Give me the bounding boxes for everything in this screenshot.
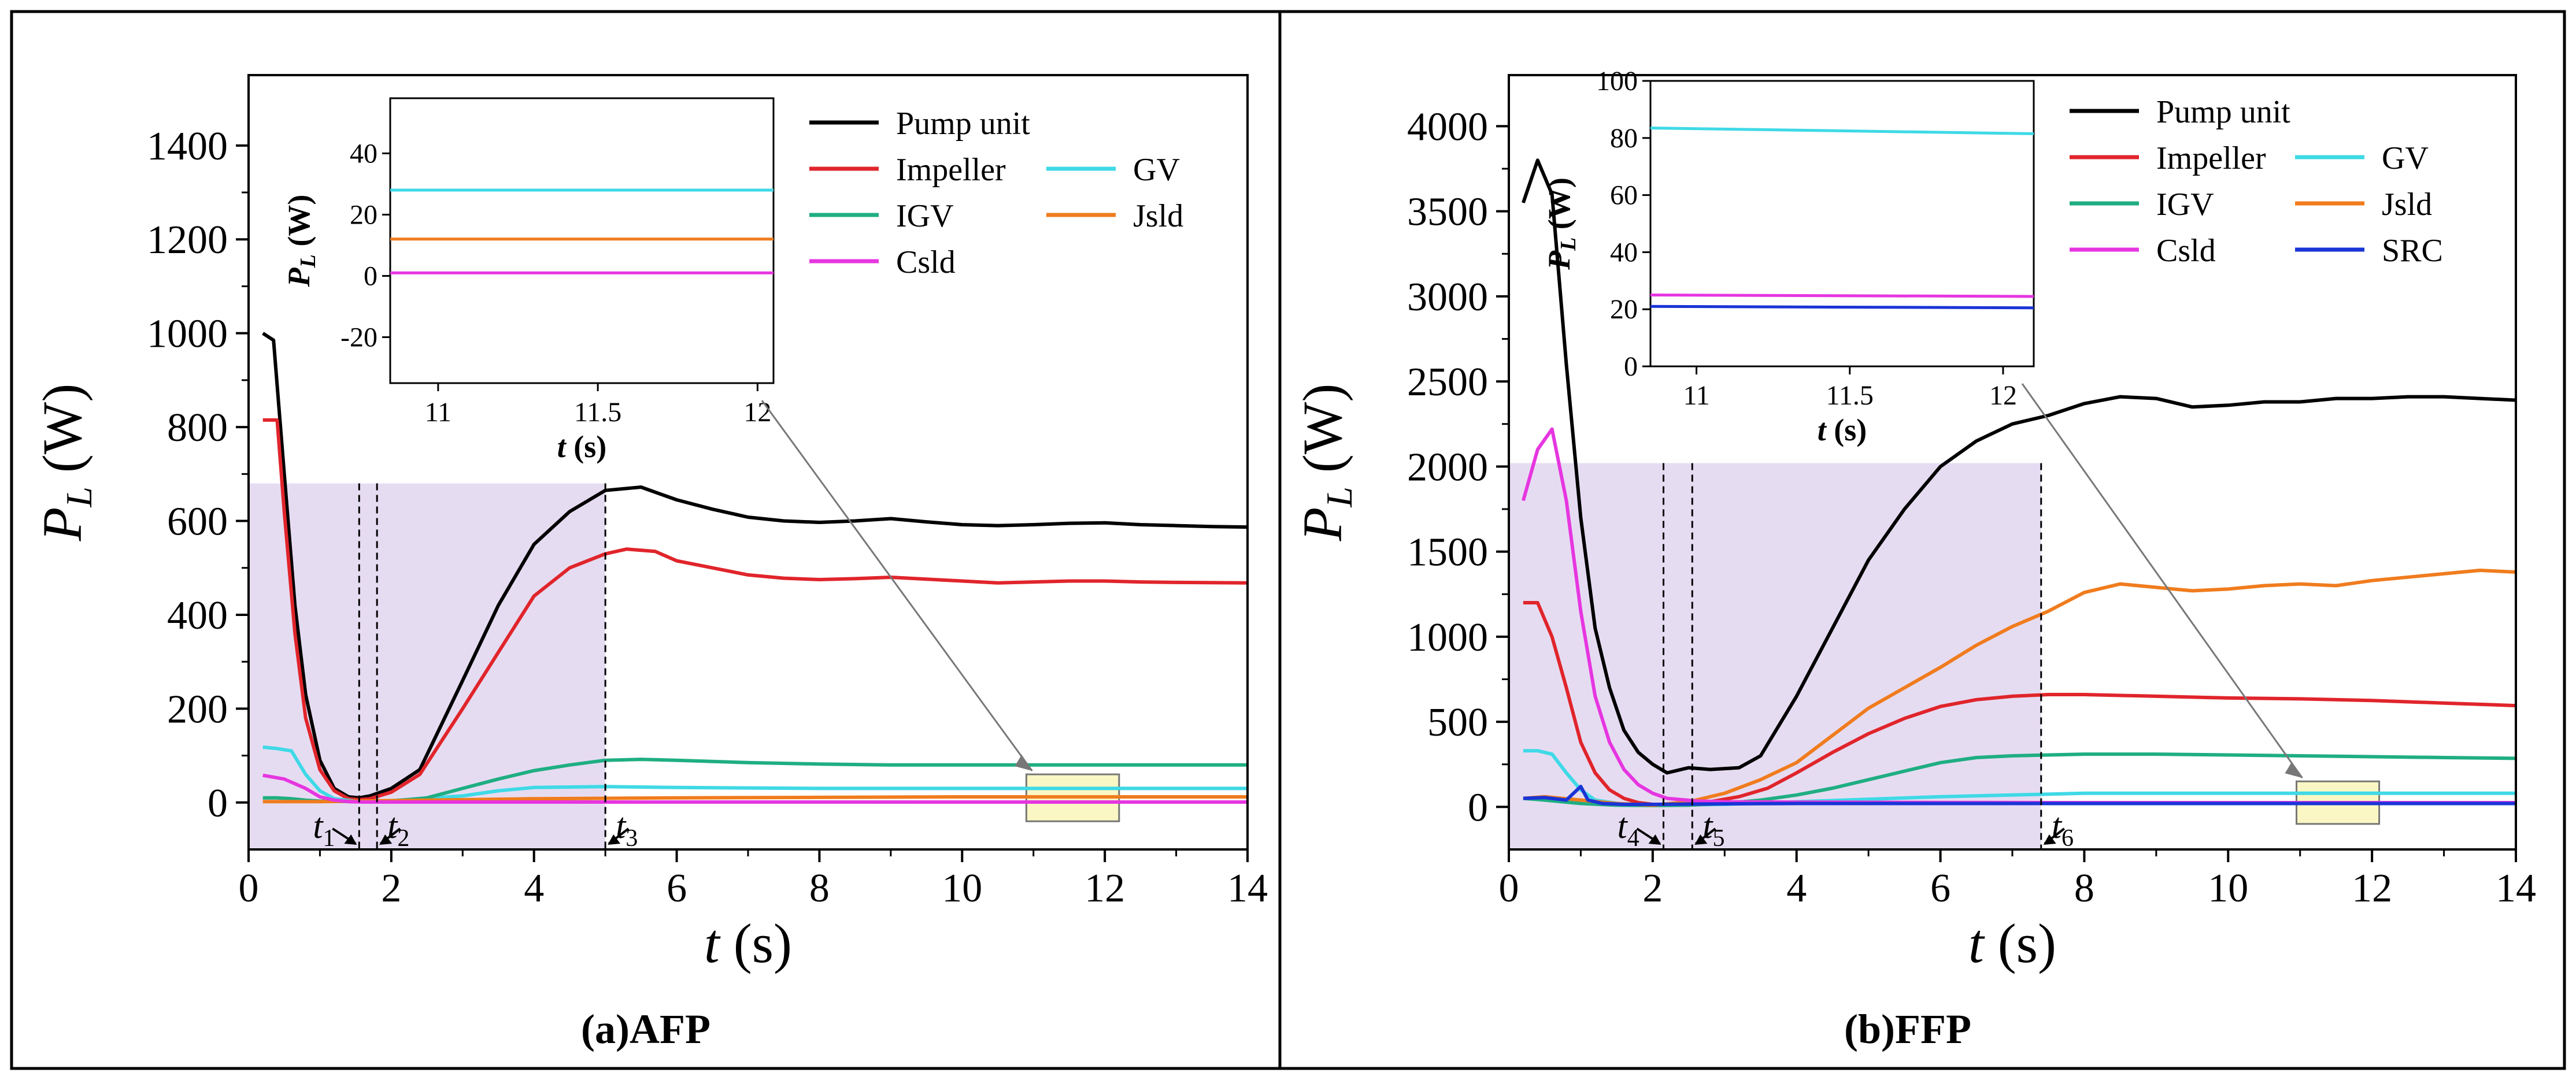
x-axis-title: t (s) xyxy=(1968,912,2056,974)
x-tick-label: 12 xyxy=(2352,866,2392,911)
inset-series-line-gv xyxy=(1650,127,2034,135)
x-tick-label: 2 xyxy=(381,866,401,911)
marker-arrowhead-t4 xyxy=(1648,834,1661,845)
inset-y-tick-label: 80 xyxy=(1610,123,1638,154)
series-line-impeller xyxy=(1523,601,2516,807)
x-tick-label: 4 xyxy=(1786,866,1807,911)
inset-y-tick-label: 20 xyxy=(350,199,377,230)
y-tick-label: 200 xyxy=(167,687,228,732)
legend-label-src: SRC xyxy=(2382,233,2443,269)
zoom-connector-arrowhead xyxy=(2285,762,2303,778)
legend-label-igv: IGV xyxy=(896,198,954,234)
panel-b: t4 t5 t6 0 2 4 6 8 10 12 140500100015002000250030… xyxy=(1291,66,2536,1052)
legend-label-gv: GV xyxy=(1133,152,1180,188)
zoom-connector xyxy=(2021,383,2303,779)
inset-y-tick-label: 20 xyxy=(1610,294,1638,325)
inset-y-axis-title: PL (W) xyxy=(282,195,320,288)
x-tick-label: 4 xyxy=(524,866,544,911)
y-tick-label: 1000 xyxy=(147,312,228,357)
inset-x-axis-title: t (s) xyxy=(557,429,607,464)
y-tick-label: 1200 xyxy=(147,218,228,262)
y-tick-label: 1400 xyxy=(147,124,228,169)
x-tick-label: 10 xyxy=(2208,866,2248,911)
y-axis-title: PL (W) xyxy=(1291,384,1360,542)
x-axis-title: t (s) xyxy=(704,912,792,974)
y-tick-label: 2500 xyxy=(1407,360,1488,404)
y-tick-label: 500 xyxy=(1427,700,1488,745)
x-tick-label: 8 xyxy=(2074,866,2094,911)
inset-x-tick-label: 11.5 xyxy=(574,397,621,428)
zoom-connector-arrowhead xyxy=(1015,755,1032,771)
inset-x-tick-label: 11 xyxy=(425,397,451,428)
x-tick-label: 14 xyxy=(1227,866,1268,911)
x-tick-label: 6 xyxy=(667,866,687,911)
legend-label-impeller: Impeller xyxy=(2156,140,2266,176)
panel-caption: (a)AFP xyxy=(581,1006,710,1052)
inset-y-tick-label: 40 xyxy=(350,138,377,169)
y-axis-title: PL (W) xyxy=(31,384,99,542)
inset-y-tick-label: -20 xyxy=(340,322,377,352)
inset-frame xyxy=(1649,80,2035,368)
panel-caption: (b)FFP xyxy=(1844,1006,1971,1052)
y-tick-label: 1000 xyxy=(1407,615,1488,660)
x-tick-label: 2 xyxy=(1642,866,1663,911)
y-tick-label: 2000 xyxy=(1407,445,1488,489)
legend-label-impeller: Impeller xyxy=(896,152,1006,188)
inset-y-tick-label: 0 xyxy=(1624,351,1638,382)
x-tick-label: 0 xyxy=(1499,866,1519,911)
marker-arrowhead-t2 xyxy=(379,834,393,845)
x-tick-label: 10 xyxy=(942,866,982,911)
marker-arrowhead-t6 xyxy=(2043,834,2056,845)
series-line-gv xyxy=(262,745,1248,804)
y-tick-label: 4000 xyxy=(1407,105,1488,149)
inset-series-line-csld xyxy=(1650,294,2034,298)
legend-label-pump-unit: Pump unit xyxy=(2156,94,2290,130)
series-line-pump-unit xyxy=(262,332,1248,800)
legend-label-csld: Csld xyxy=(896,244,956,280)
inset-y-tick-label: 40 xyxy=(1610,237,1638,268)
marker-label-t1: t1 xyxy=(313,807,335,852)
panel-a: t1 t2 t3 0 2 4 6 8 10 12 140200400600800100012001… xyxy=(31,74,1268,1052)
y-tick-label: 600 xyxy=(167,500,228,544)
marker-arrowhead-t5 xyxy=(1694,834,1708,845)
x-tick-label: 12 xyxy=(1085,866,1125,911)
legend-label-igv: IGV xyxy=(2156,187,2214,222)
legend-label-pump-unit: Pump unit xyxy=(896,106,1030,142)
legend-label-csld: Csld xyxy=(2156,233,2216,269)
inset-x-tick-label: 12 xyxy=(743,397,771,428)
y-tick-label: 3000 xyxy=(1407,275,1488,320)
marker-arrowhead-t1 xyxy=(344,834,357,845)
inset-x-axis-title: t (s) xyxy=(1818,413,1867,447)
series-line-impeller xyxy=(262,418,1248,801)
inset-x-tick-label: 11 xyxy=(1683,380,1709,411)
inset-series-line-src xyxy=(1650,305,2034,310)
legend-label-jsld: Jsld xyxy=(2382,187,2432,222)
series-line-src xyxy=(1523,785,2516,806)
y-tick-label: 800 xyxy=(167,406,228,450)
y-tick-label: 1500 xyxy=(1407,530,1488,575)
inset-x-tick-label: 11.5 xyxy=(1826,380,1874,411)
x-tick-label: 14 xyxy=(2496,866,2536,911)
marker-label-t4: t4 xyxy=(1618,807,1639,852)
x-tick-label: 0 xyxy=(239,866,259,911)
y-tick-label: 0 xyxy=(1468,785,1488,830)
y-tick-label: 3500 xyxy=(1407,190,1488,235)
figure-frame xyxy=(10,10,2566,1070)
y-tick-label: 0 xyxy=(208,781,228,826)
inset-y-tick-label: 60 xyxy=(1610,180,1638,211)
legend-label-jsld: Jsld xyxy=(1133,198,1183,234)
inset-y-tick-label: 100 xyxy=(1596,66,1638,97)
inset-y-tick-label: 0 xyxy=(364,261,377,291)
x-tick-label: 8 xyxy=(809,866,830,911)
inset-y-axis-title: PL (W) xyxy=(1542,177,1581,270)
inset-x-tick-label: 12 xyxy=(1989,380,2017,411)
legend-label-gv: GV xyxy=(2382,140,2429,176)
marker-arrowhead-t3 xyxy=(608,834,621,845)
x-tick-label: 6 xyxy=(1930,866,1950,911)
inset-frame xyxy=(389,97,775,384)
y-tick-label: 400 xyxy=(167,593,228,638)
series-line-pump-unit xyxy=(1522,158,2516,775)
zoom-connector xyxy=(761,400,1033,771)
